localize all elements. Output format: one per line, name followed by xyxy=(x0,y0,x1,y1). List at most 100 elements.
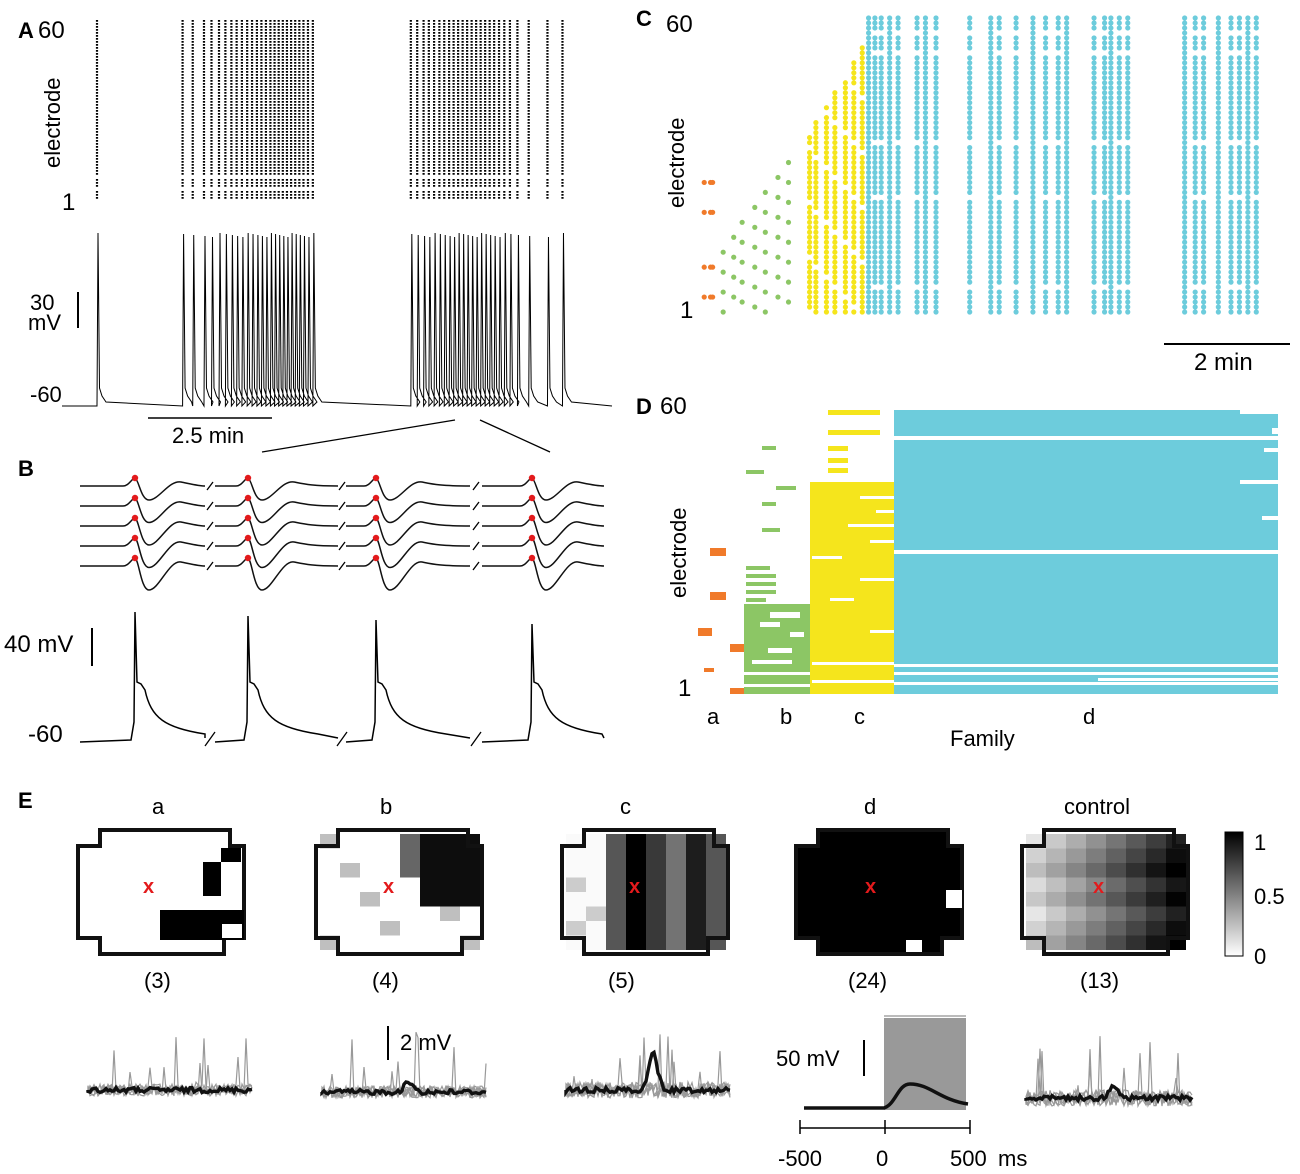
c-spike-dot xyxy=(859,134,865,141)
c-spike-dot xyxy=(872,100,878,106)
c-spike-dot xyxy=(1245,55,1251,61)
c-spike-dot xyxy=(933,169,939,176)
c-spike-dot xyxy=(851,159,857,166)
c-spike-dot xyxy=(1101,269,1108,275)
c-spike-dot xyxy=(914,75,920,81)
c-spike-dot xyxy=(1215,214,1221,220)
c-spike-dot xyxy=(1253,70,1259,76)
c-spike-dot xyxy=(1030,194,1036,200)
c-spike-dot xyxy=(1030,189,1036,196)
c-spike-dot xyxy=(1125,309,1131,315)
c-spike-dot xyxy=(988,100,994,106)
c-spike-dot xyxy=(1182,125,1188,131)
c-spike-dot xyxy=(1125,40,1131,46)
b-break-mark xyxy=(206,541,214,551)
e-map-cell xyxy=(340,863,360,878)
c-spike-dot xyxy=(914,304,920,310)
c-spike-dot xyxy=(1182,95,1188,101)
b-ext-trace xyxy=(80,477,206,501)
e-map-cell xyxy=(1066,892,1086,907)
c-spike-dot xyxy=(1201,254,1207,260)
c-spike-dot xyxy=(1228,199,1234,205)
e-map-cell xyxy=(420,892,440,907)
c-spike-dot xyxy=(1064,204,1070,210)
c-spike-dot xyxy=(1108,274,1114,280)
c-spike-dot xyxy=(1245,159,1251,166)
c-spike-dot xyxy=(872,120,878,126)
c-spike-dot xyxy=(710,294,716,300)
c-spike-dot xyxy=(1192,105,1198,111)
c-spike-dot xyxy=(1245,169,1251,176)
c-spike-dot xyxy=(1215,50,1221,56)
c-spike-dot xyxy=(1042,105,1049,111)
c-spike-dot xyxy=(1253,130,1259,136)
c-spike-dot xyxy=(922,269,929,275)
e-map-cell xyxy=(1166,848,1186,863)
c-spike-dot xyxy=(1042,209,1049,215)
e-map-cell xyxy=(706,921,726,936)
c-spike-dot xyxy=(996,25,1002,31)
c-spike-dot xyxy=(1064,115,1070,121)
c-spike-dot xyxy=(1236,70,1243,76)
c-spike-dot xyxy=(1201,184,1207,191)
c-spike-dot xyxy=(1182,40,1188,46)
c-spike-dot xyxy=(922,40,929,46)
e-map-cell xyxy=(320,892,340,907)
c-spike-dot xyxy=(878,134,884,141)
d-cell-b xyxy=(762,502,776,506)
c-spike-dot xyxy=(1182,254,1188,260)
c-spike-dot xyxy=(859,55,865,61)
c-spike-dot xyxy=(895,20,901,26)
c-spike-dot xyxy=(1215,90,1221,96)
c-spike-dot xyxy=(842,199,848,205)
c-spike-dot xyxy=(1055,20,1061,26)
c-spike-dot xyxy=(1116,134,1122,141)
c-spike-dot xyxy=(851,299,857,305)
c-spike-dot xyxy=(1253,144,1259,151)
c-spike-dot xyxy=(967,15,973,21)
c-spike-dot xyxy=(967,264,973,270)
c-spike-dot xyxy=(1182,269,1188,275)
d-ytick-bottom: 1 xyxy=(678,675,691,702)
c-spike-dot xyxy=(1125,179,1131,186)
c-spike-dot xyxy=(1245,130,1251,136)
e-map-block xyxy=(203,862,221,896)
c-spike-dot xyxy=(895,244,901,250)
c-spike-dot xyxy=(1201,289,1207,295)
c-spike-dot xyxy=(1108,184,1114,191)
c-spike-dot xyxy=(1125,90,1131,96)
c-spike-dot xyxy=(1116,279,1122,285)
c-spike-dot xyxy=(872,110,878,116)
c-spike-dot xyxy=(1091,159,1097,166)
c-spike-dot xyxy=(878,259,884,265)
c-spike-dot xyxy=(1228,65,1234,71)
c-spike-dot xyxy=(813,309,819,315)
c-spike-dot xyxy=(1215,120,1221,126)
c-spike-dot xyxy=(1253,90,1259,96)
c-spike-dot xyxy=(1245,199,1251,205)
c-spike-dot xyxy=(1116,154,1122,161)
c-spike-dot xyxy=(1108,309,1114,315)
c-spike-dot xyxy=(1116,264,1122,270)
c-spike-dot xyxy=(851,90,857,96)
c-spike-dot xyxy=(895,60,901,66)
c-spike-dot xyxy=(806,204,813,210)
e-map-cell xyxy=(646,921,666,936)
e-map-cell xyxy=(686,877,706,892)
e-map-cell xyxy=(706,906,726,921)
c-spike-dot xyxy=(1042,249,1049,255)
c-spike-dot xyxy=(842,90,848,96)
c-spike-dot xyxy=(1215,35,1221,41)
c-spike-dot xyxy=(806,164,813,171)
c-spike-dot xyxy=(1125,80,1131,86)
c-spike-dot xyxy=(851,60,857,66)
c-spike-dot xyxy=(967,279,973,285)
c-spike-dot xyxy=(851,144,857,151)
c-spike-dot xyxy=(1215,219,1221,225)
c-spike-dot xyxy=(1182,130,1188,136)
d-cell-c xyxy=(828,458,848,463)
b-ext-trace xyxy=(482,497,605,524)
c-spike-dot xyxy=(1228,214,1234,220)
e-map-cell xyxy=(340,935,360,950)
c-spike-dot xyxy=(1091,269,1097,275)
